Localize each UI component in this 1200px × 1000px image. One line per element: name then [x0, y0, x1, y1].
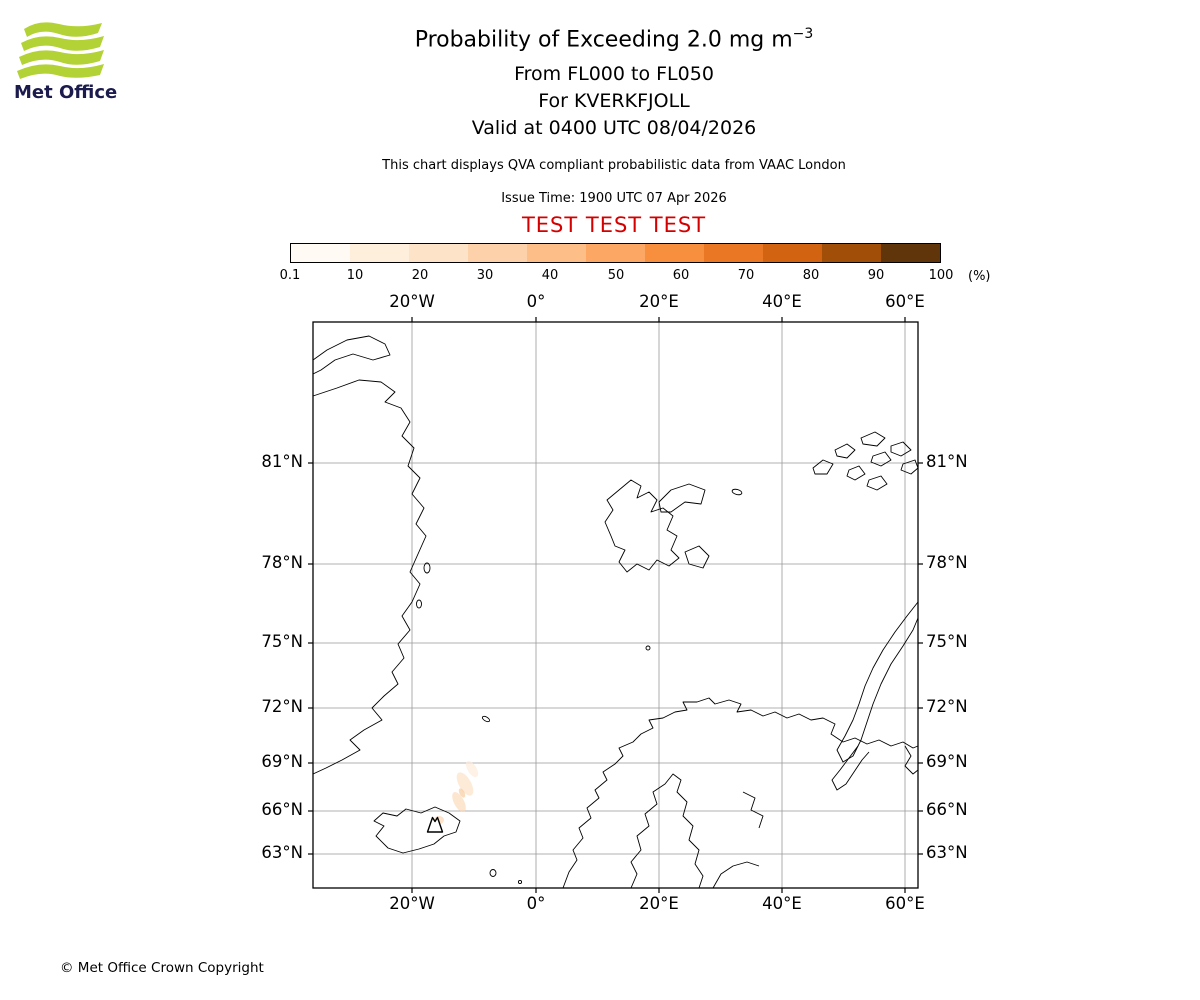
y-axis-label-right: 81°N [926, 452, 968, 471]
coastline-greenland [312, 379, 427, 775]
colorbar-tick-label: 40 [541, 268, 559, 283]
issue-time: Issue Time: 1900 UTC 07 Apr 2026 [501, 191, 727, 206]
coastline-spitsbergen [604, 479, 680, 573]
y-axis-label-left: 78°N [261, 553, 303, 572]
colorbar-tick-label: 90 [867, 268, 885, 283]
coastline-norway [562, 697, 919, 889]
volcano-marker-icon [426, 816, 444, 833]
colorbar-labels: 0.1 10 20 30 40 50 60 70 80 90 100 [280, 268, 954, 284]
coastline-nordaustlandet [658, 483, 706, 513]
colorbar-tick-label: 10 [346, 268, 364, 283]
colorbar-gradient [290, 243, 941, 263]
y-axis-label-right: 66°N [926, 800, 968, 819]
chart-title-exponent: −3 [792, 26, 814, 42]
qva-note: This chart displays QVA compliant probab… [382, 158, 846, 173]
map-svg [308, 317, 923, 893]
y-axis-label-right: 75°N [926, 632, 968, 651]
metoffice-logo: Met Office [14, 16, 134, 103]
island-bear [645, 645, 651, 651]
island-jan-mayen [481, 715, 491, 723]
coastline-greenland-peninsula [312, 335, 391, 375]
x-axis-label-bottom: 20°W [389, 894, 435, 913]
x-axis-label-top: 40°E [762, 292, 802, 311]
x-axis-label-top: 60°E [885, 292, 925, 311]
coastlines [312, 335, 919, 889]
colorbar-unit: (%) [968, 269, 991, 284]
colorbar-tick-label: 100 [928, 268, 954, 283]
y-axis-label-left: 66°N [261, 800, 303, 819]
x-axis-label-bottom: 40°E [762, 894, 802, 913]
coastline-iceland [373, 806, 461, 854]
island-kvitoya [731, 488, 743, 496]
y-axis-label-left: 72°N [261, 697, 303, 716]
map-border [312, 321, 919, 889]
y-axis-label-right: 72°N [926, 697, 968, 716]
logo-text: Met Office [14, 82, 118, 103]
chart-title-main: Probability of Exceeding 2.0 mg m [414, 27, 793, 53]
x-axis-label-bottom: 20°E [639, 894, 679, 913]
metoffice-logo-waves-icon [17, 22, 104, 79]
y-axis-label-right: 78°N [926, 553, 968, 572]
x-axis-label-top: 0° [526, 292, 546, 311]
colorbar-tick-label: 30 [476, 268, 494, 283]
gridlines [313, 322, 918, 888]
ash-plume [434, 761, 479, 824]
subtitle-valid-time: Valid at 0400 UTC 08/04/2026 [471, 117, 757, 139]
colorbar-tick-label: 60 [672, 268, 690, 283]
subtitle-volcano: For KVERKFJOLL [538, 90, 690, 112]
y-axis-label-left: 81°N [261, 452, 303, 471]
coastline-novaya-zemlya [836, 601, 919, 763]
x-axis-label-top: 20°W [389, 292, 435, 311]
x-axis-label-bottom: 60°E [885, 894, 925, 913]
copyright-notice: © Met Office Crown Copyright [60, 960, 264, 976]
y-axis-label-right: 63°N [926, 843, 968, 862]
y-axis-label-left: 63°N [261, 843, 303, 862]
coastline-finland-lakes [742, 791, 764, 829]
coastline-kanin [904, 745, 919, 775]
colorbar-tick-label: 0.1 [279, 268, 301, 283]
colorbar-tick-label: 80 [802, 268, 820, 283]
coastline-edgeoya [684, 545, 710, 569]
coastline-bothnia [630, 773, 704, 889]
coastline-gulf-of-finland [712, 861, 760, 889]
axis-ticks [308, 317, 923, 893]
colorbar-tick-label: 50 [607, 268, 625, 283]
coastline-white-sea [831, 745, 870, 791]
map-frame [308, 317, 923, 893]
x-axis-label-bottom: 0° [526, 894, 546, 913]
y-axis-label-right: 69°N [926, 752, 968, 771]
subtitle-flight-levels: From FL000 to FL050 [514, 63, 714, 85]
chart-title: Probability of Exceeding 2.0 mg m−3 [415, 26, 814, 52]
colorbar-tick-label: 70 [737, 268, 755, 283]
x-axis-label-top: 20°E [639, 292, 679, 311]
y-axis-label-left: 69°N [261, 752, 303, 771]
y-axis-label-left: 75°N [261, 632, 303, 651]
test-banner: TEST TEST TEST [521, 213, 707, 237]
colorbar-tick-label: 20 [411, 268, 429, 283]
island-faroe [489, 869, 497, 877]
